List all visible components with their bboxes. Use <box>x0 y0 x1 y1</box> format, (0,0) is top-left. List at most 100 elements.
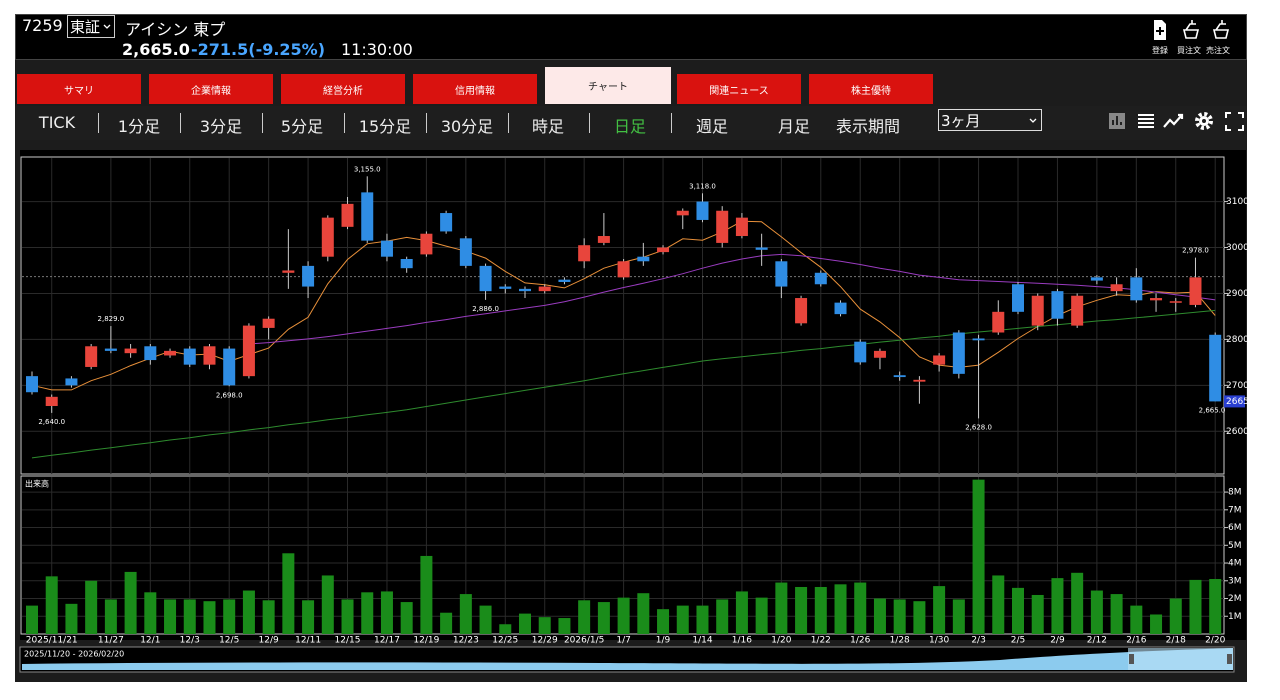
candle-body <box>1110 284 1123 292</box>
tab[interactable]: チャート <box>545 67 671 104</box>
low-label: 2,698.0 <box>216 391 243 399</box>
x-tick-label: 12/29 <box>532 636 558 646</box>
volume-bar <box>262 600 275 634</box>
volume-tick-label: 8M <box>1228 488 1242 498</box>
x-tick-label: 2/16 <box>1126 636 1146 646</box>
volume-bar <box>361 592 374 634</box>
separator <box>98 113 99 133</box>
x-tick-label: 2/20 <box>1205 636 1225 646</box>
volume-tick-label: 6M <box>1228 523 1242 533</box>
candle-body <box>282 270 295 273</box>
volume-tick-label: 5M <box>1228 541 1242 551</box>
candle-body <box>775 261 788 287</box>
period-select[interactable]: 3ヶ月 <box>938 109 1042 131</box>
last-price-box <box>1224 395 1245 408</box>
tab[interactable]: 関連ニュース <box>677 74 801 104</box>
candle-body <box>164 350 177 356</box>
candle-body <box>637 256 650 262</box>
y-tick-label: 2800 <box>1226 335 1249 345</box>
candle-body <box>420 233 433 255</box>
navigator-window[interactable] <box>1128 648 1233 670</box>
x-tick-label: 1/20 <box>771 636 791 646</box>
x-tick-label: 2025/11/21 <box>26 636 78 646</box>
interval[interactable]: 30分足 <box>440 117 494 136</box>
navigator-handle[interactable] <box>1227 654 1232 664</box>
volume-bar <box>538 617 551 634</box>
interval[interactable]: 5分足 <box>280 117 324 136</box>
candle-body <box>657 247 670 253</box>
low-label: 2,628.0 <box>965 423 992 431</box>
volume-bar <box>775 582 788 634</box>
interval[interactable]: 3分足 <box>199 117 243 136</box>
x-tick-label: 2/3 <box>971 636 985 646</box>
candle-body <box>1130 277 1143 301</box>
interval[interactable]: 月足 <box>777 117 811 136</box>
icon-fullscreen[interactable] <box>1225 112 1244 131</box>
price-change: -271.5(-9.25%) <box>191 40 326 59</box>
icon-sell[interactable] <box>1212 20 1230 39</box>
candle-body <box>440 213 453 232</box>
icon-buy[interactable] <box>1182 20 1200 39</box>
separator <box>261 113 263 133</box>
x-tick-label: 1/7 <box>616 636 630 646</box>
navigator-handle[interactable] <box>1129 654 1134 664</box>
candle-body <box>26 376 38 393</box>
volume-bar <box>558 618 571 634</box>
candle-body <box>1012 284 1024 312</box>
x-tick-label: 1/30 <box>929 636 949 646</box>
icon-list[interactable] <box>1138 114 1154 128</box>
x-tick-label: 2026/1/5 <box>564 636 604 646</box>
icon-trend[interactable] <box>1163 113 1184 128</box>
interval[interactable]: 15分足 <box>358 117 412 136</box>
separator <box>180 113 181 133</box>
interval[interactable]: 週足 <box>695 117 729 136</box>
icon-settings[interactable] <box>1195 112 1213 130</box>
candle-body <box>735 217 748 237</box>
candle-body <box>380 240 393 257</box>
low-label: 2,886.0 <box>472 305 499 313</box>
volume-bar <box>873 598 886 634</box>
tab[interactable]: 企業情報 <box>149 74 273 104</box>
stock-name: アイシン 東プ <box>125 20 226 39</box>
interval[interactable]: 日足 <box>613 117 647 136</box>
x-tick-label: 12/17 <box>374 636 400 646</box>
volume-tick-label: 2M <box>1228 594 1242 604</box>
interval[interactable]: 時足 <box>531 117 565 136</box>
candle-body <box>124 348 137 354</box>
volume-bar <box>321 575 334 634</box>
volume-bar <box>1090 590 1103 634</box>
volume-bar <box>597 602 610 634</box>
volume-bar <box>302 600 315 634</box>
tab[interactable]: 経営分析 <box>281 74 405 104</box>
volume-bar <box>124 571 137 634</box>
volume-bar <box>164 599 177 634</box>
y-tick-label: 2700 <box>1226 381 1249 391</box>
volume-bar <box>144 592 157 634</box>
candle-body <box>1209 334 1222 402</box>
market-select[interactable]: 東証 <box>67 15 116 38</box>
price-frame <box>20 156 1225 475</box>
tab[interactable]: サマリ <box>17 74 141 104</box>
interval[interactable]: TICK <box>38 113 76 132</box>
candle-body <box>617 261 630 278</box>
volume-bar <box>85 580 98 634</box>
range-label: 2025/11/20 - 2026/02/20 <box>24 650 124 659</box>
market: 東証 <box>70 18 101 36</box>
stock-code: 7259 <box>22 16 63 35</box>
y-tick-label: 3000 <box>1226 243 1249 253</box>
x-tick-label: 1/9 <box>656 636 671 646</box>
last-price: 2665 <box>1226 397 1249 407</box>
action-label: 買注文 <box>1177 46 1201 55</box>
x-tick-label: 1/28 <box>890 636 910 646</box>
candle-body <box>933 355 946 365</box>
tab[interactable]: 信用情報 <box>413 74 537 104</box>
candle-body <box>913 379 926 382</box>
tab[interactable]: 株主優待 <box>809 74 933 104</box>
x-tick-label: 2/12 <box>1087 636 1107 646</box>
y-tick-label: 2900 <box>1226 289 1249 299</box>
interval[interactable]: 1分足 <box>117 117 161 136</box>
navigator-area <box>22 648 1233 670</box>
volume-bar <box>1150 614 1163 634</box>
volume-bar <box>26 605 38 634</box>
